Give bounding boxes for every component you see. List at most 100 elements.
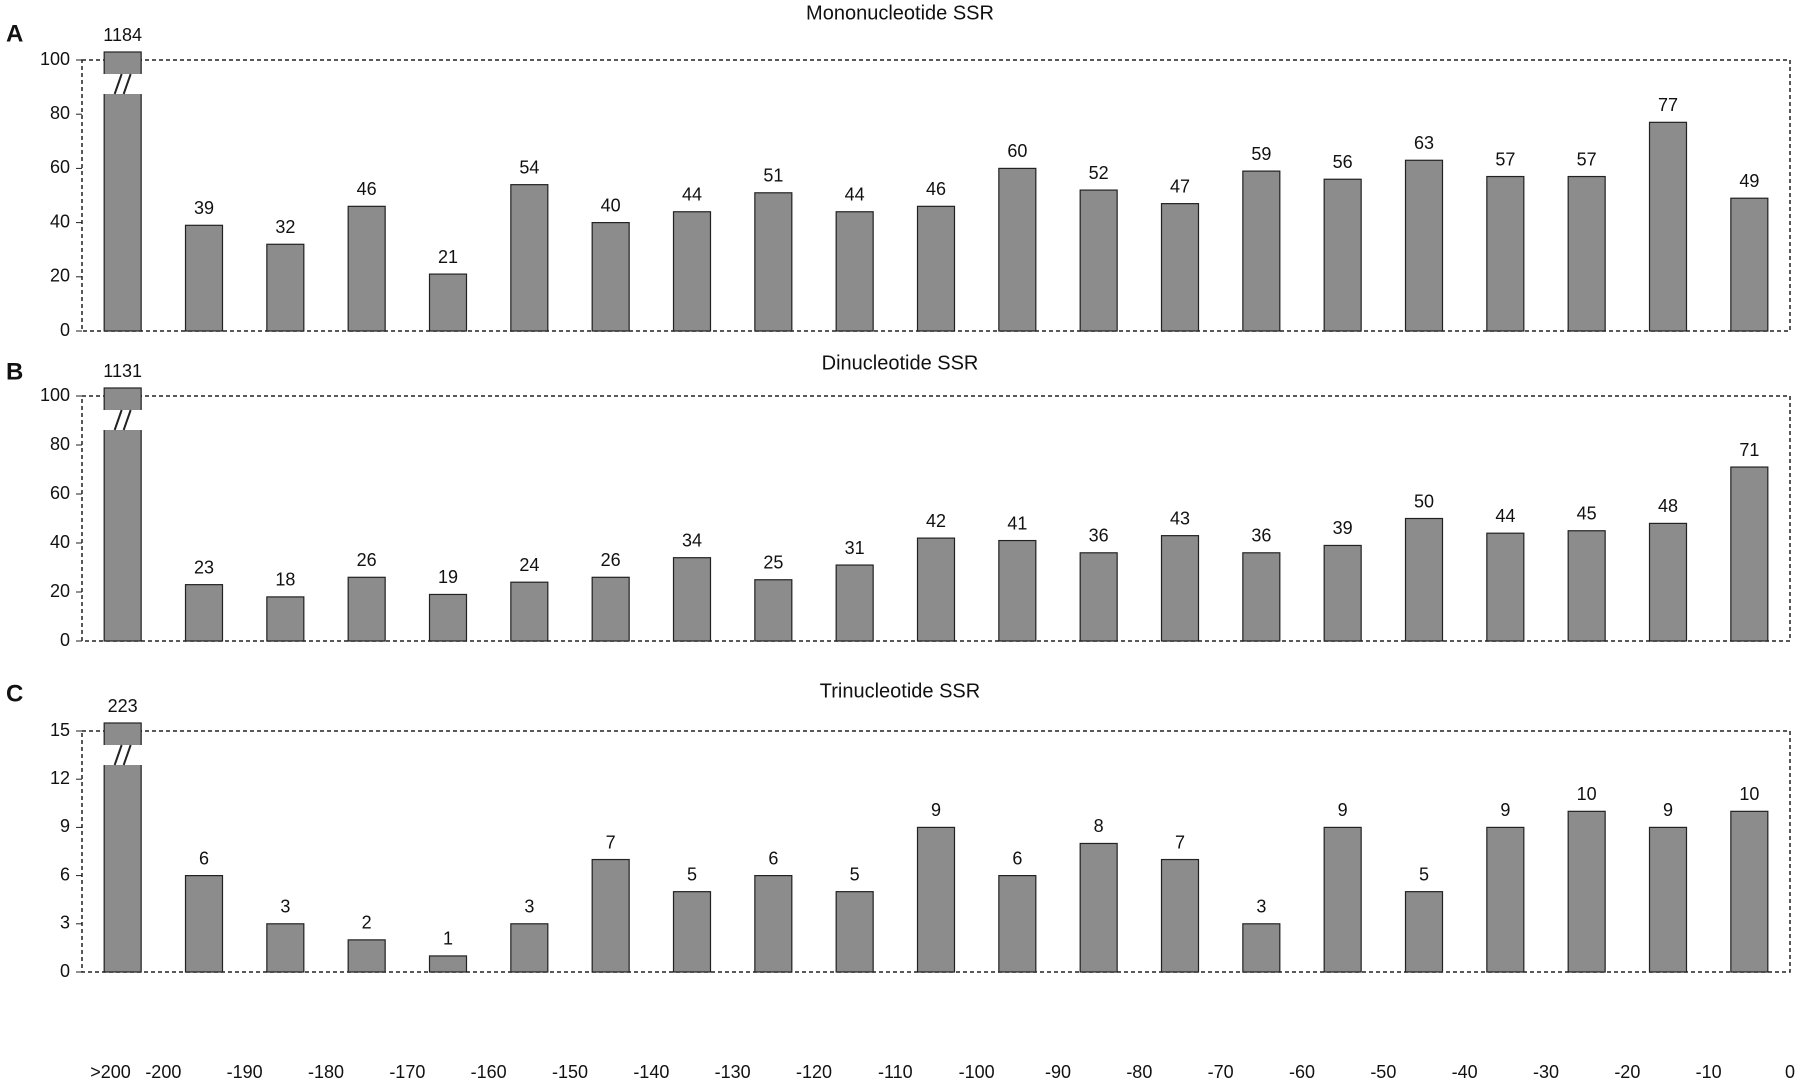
- value-label: 9: [1338, 800, 1348, 820]
- x-tick-label: -20: [1614, 1062, 1640, 1082]
- plot-frame: [81, 59, 1791, 332]
- value-label: 26: [601, 550, 621, 570]
- value-label: 26: [357, 550, 377, 570]
- value-label: 6: [1012, 848, 1022, 868]
- bar: [1486, 175, 1525, 332]
- value-label: 36: [1089, 526, 1109, 546]
- x-tick-label: -60: [1289, 1062, 1315, 1082]
- y-tick-label: 20: [50, 266, 70, 286]
- value-label: 10: [1577, 784, 1597, 804]
- y-tick-label: 0: [60, 961, 70, 981]
- value-label: 9: [1663, 800, 1673, 820]
- bar: [1730, 810, 1769, 973]
- bar: [1404, 159, 1444, 332]
- value-label: 10: [1739, 784, 1759, 804]
- bar: [510, 184, 549, 332]
- bar: [184, 874, 224, 973]
- value-label: 18: [275, 570, 295, 590]
- bar: [1079, 842, 1118, 973]
- value-label: 63: [1414, 133, 1434, 153]
- bar: [103, 51, 142, 332]
- y-tick-label: 0: [60, 320, 70, 340]
- bar: [998, 539, 1037, 642]
- bar: [1160, 203, 1200, 332]
- bar: [184, 584, 224, 642]
- axis-break-mark: [113, 744, 123, 766]
- bar: [428, 955, 468, 973]
- bar: [672, 891, 712, 973]
- x-tick-label: -110: [878, 1062, 913, 1082]
- bar: [1730, 197, 1769, 332]
- value-label: 6: [768, 848, 778, 868]
- x-tick-label: -10: [1696, 1062, 1722, 1082]
- x-tick-label: -160: [471, 1062, 507, 1082]
- bar: [1323, 178, 1362, 332]
- bar: [1160, 858, 1200, 973]
- value-label: 9: [931, 800, 941, 820]
- value-label: 7: [1175, 832, 1185, 852]
- y-tick-label: 40: [50, 211, 70, 231]
- x-tick-label: -80: [1126, 1062, 1152, 1082]
- bar: [510, 581, 549, 642]
- value-label: 1131: [103, 361, 142, 381]
- value-label: 45: [1577, 504, 1597, 524]
- bar: [347, 576, 386, 642]
- value-label: 5: [850, 864, 860, 884]
- bar: [835, 891, 874, 973]
- value-label: 49: [1739, 171, 1759, 191]
- value-label: 46: [357, 179, 377, 199]
- y-tick-label: 6: [60, 864, 70, 884]
- value-label: 25: [763, 553, 783, 573]
- y-tick-label: 80: [50, 103, 70, 123]
- value-label: 60: [1007, 141, 1027, 161]
- bar: [754, 579, 793, 642]
- value-label: 9: [1500, 800, 1510, 820]
- bar: [591, 858, 630, 973]
- bar: [1242, 552, 1281, 642]
- bar: [1160, 535, 1200, 642]
- value-label: 59: [1251, 144, 1271, 164]
- bar: [672, 211, 712, 332]
- value-label: 5: [1419, 864, 1429, 884]
- value-label: 8: [1094, 816, 1104, 836]
- value-label: 31: [845, 538, 865, 558]
- y-tick-label: 40: [50, 532, 70, 552]
- x-tick-label: -100: [959, 1062, 995, 1082]
- value-label: 52: [1089, 163, 1109, 183]
- bar: [1079, 552, 1118, 642]
- panel-title: Dinucleotide SSR: [822, 352, 979, 374]
- bar: [1730, 466, 1769, 642]
- bar: [1567, 810, 1606, 973]
- value-label: 42: [926, 511, 946, 531]
- value-label: 23: [194, 557, 214, 577]
- value-label: 47: [1170, 176, 1190, 196]
- bar: [672, 557, 712, 642]
- x-tick-label: >200: [90, 1062, 131, 1082]
- bar: [1648, 826, 1688, 973]
- bar: [266, 596, 305, 642]
- value-label: 223: [108, 696, 138, 716]
- value-label: 32: [275, 217, 295, 237]
- bar: [916, 537, 956, 642]
- value-label: 54: [519, 157, 539, 177]
- value-label: 39: [194, 198, 214, 218]
- y-tick-label: 100: [40, 49, 70, 69]
- bar: [754, 874, 793, 973]
- x-tick-label: -130: [715, 1062, 751, 1082]
- value-label: 57: [1577, 149, 1597, 169]
- x-tick-label: -150: [552, 1062, 588, 1082]
- bar: [103, 387, 142, 642]
- x-tick-label: -50: [1370, 1062, 1396, 1082]
- bar: [1323, 544, 1362, 642]
- bar: [428, 593, 468, 642]
- bar: [347, 939, 386, 973]
- value-label: 6: [199, 848, 209, 868]
- axis-break-mark: [122, 744, 132, 766]
- bar: [1323, 826, 1362, 973]
- panel-letter: A: [6, 20, 23, 47]
- bar: [754, 192, 793, 332]
- panel-title: Mononucleotide SSR: [806, 2, 994, 24]
- axis-break-mark: [122, 409, 132, 431]
- value-label: 40: [601, 195, 621, 215]
